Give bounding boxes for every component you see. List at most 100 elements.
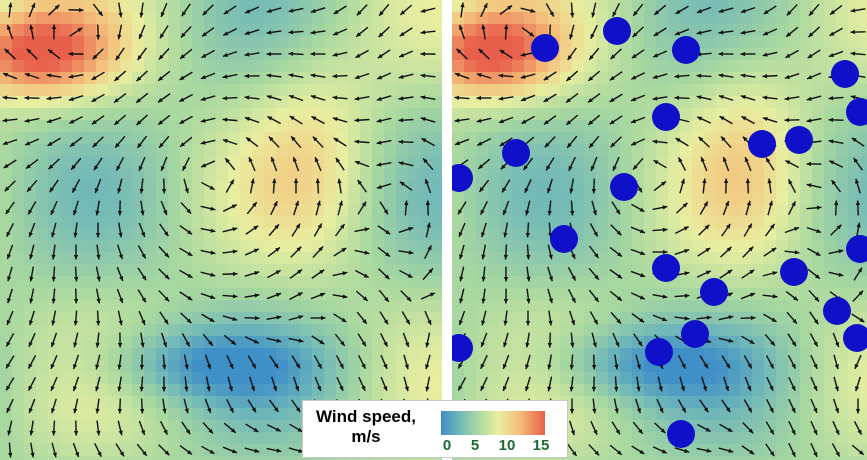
speed-cell bbox=[692, 192, 705, 205]
wind-arrow-head bbox=[2, 95, 8, 100]
speed-cell bbox=[300, 60, 313, 73]
wind-arrow-head bbox=[570, 342, 575, 348]
wind-arrow-head bbox=[631, 53, 637, 59]
speed-cell bbox=[800, 420, 813, 433]
speed-cell bbox=[108, 432, 121, 445]
speed-cell bbox=[432, 276, 442, 289]
speed-cell bbox=[776, 348, 789, 361]
speed-cell bbox=[560, 108, 573, 121]
wind-arrow-head bbox=[747, 407, 752, 413]
wind-speed-legend: Wind speed, m/s 0 5 10 15 bbox=[302, 400, 568, 458]
speed-cell bbox=[216, 360, 229, 373]
speed-cell bbox=[764, 96, 777, 109]
speed-cell bbox=[464, 288, 477, 301]
wind-arrow-head bbox=[162, 342, 168, 348]
speed-cell bbox=[632, 456, 645, 460]
wind-arrow-head bbox=[52, 452, 57, 458]
speed-cell bbox=[288, 36, 301, 49]
speed-cell bbox=[764, 0, 777, 13]
speed-cell bbox=[740, 240, 753, 253]
speed-cell bbox=[824, 252, 837, 265]
speed-cell bbox=[432, 120, 442, 133]
speed-cell bbox=[288, 384, 301, 397]
wind-arrow-head bbox=[232, 271, 238, 277]
station-marker bbox=[785, 126, 813, 154]
speed-cell bbox=[108, 252, 121, 265]
speed-cell bbox=[596, 96, 609, 109]
speed-cell bbox=[216, 12, 229, 25]
wind-arrow-head bbox=[159, 142, 164, 148]
speed-cell bbox=[372, 108, 385, 121]
speed-cell bbox=[776, 168, 789, 181]
speed-cell bbox=[488, 240, 501, 253]
wind-arrow-head bbox=[454, 141, 460, 146]
speed-cell bbox=[156, 216, 169, 229]
speed-cell bbox=[96, 60, 109, 73]
wind-arrow-head bbox=[158, 54, 164, 60]
speed-cell bbox=[752, 96, 765, 109]
wind-arrow-head bbox=[4, 48, 10, 54]
speed-cell bbox=[396, 252, 409, 265]
speed-cell bbox=[848, 144, 861, 157]
speed-cell bbox=[408, 72, 421, 85]
speed-cell bbox=[776, 120, 789, 133]
speed-cell bbox=[584, 432, 597, 445]
speed-cell bbox=[524, 108, 537, 121]
speed-cell bbox=[560, 276, 573, 289]
speed-cell bbox=[36, 228, 49, 241]
speed-cell bbox=[84, 36, 97, 49]
wind-arrow-head bbox=[792, 318, 797, 324]
speed-cell bbox=[216, 408, 229, 421]
speed-cell bbox=[752, 12, 765, 25]
wind-arrow-head bbox=[408, 250, 414, 255]
speed-cell bbox=[848, 204, 861, 217]
speed-cell bbox=[240, 108, 253, 121]
speed-cell bbox=[432, 144, 442, 157]
speed-cell bbox=[288, 276, 301, 289]
wind-arrow-head bbox=[398, 118, 404, 123]
speed-cell bbox=[704, 84, 717, 97]
speed-cell bbox=[348, 348, 361, 361]
speed-cell bbox=[240, 144, 253, 157]
speed-cell bbox=[60, 228, 73, 241]
wind-arrow-head bbox=[567, 142, 572, 148]
speed-cell bbox=[788, 456, 801, 460]
speed-cell bbox=[324, 360, 337, 373]
speed-cell bbox=[632, 432, 645, 445]
speed-cell bbox=[372, 216, 385, 229]
speed-cell bbox=[300, 264, 313, 277]
speed-cell bbox=[180, 168, 193, 181]
speed-cell bbox=[608, 360, 621, 373]
speed-cell bbox=[252, 12, 265, 25]
speed-cell bbox=[108, 144, 121, 157]
speed-cell bbox=[240, 456, 253, 460]
speed-cell bbox=[704, 120, 717, 133]
wind-arrow-head bbox=[383, 385, 388, 391]
speed-cell bbox=[396, 168, 409, 181]
speed-cell bbox=[728, 84, 741, 97]
wind-arrow-head bbox=[502, 210, 507, 216]
wind-arrow-head bbox=[481, 320, 486, 326]
speed-cell bbox=[144, 396, 157, 409]
speed-cell bbox=[860, 384, 867, 397]
speed-cell bbox=[252, 180, 265, 193]
speed-cell bbox=[72, 456, 85, 460]
wind-arrow-head bbox=[529, 32, 535, 37]
wind-arrow-head bbox=[408, 227, 414, 232]
wind-arrow-head bbox=[73, 408, 78, 414]
speed-cell bbox=[752, 0, 765, 13]
speed-cell bbox=[12, 336, 25, 349]
speed-cell bbox=[240, 216, 253, 229]
speed-cell bbox=[312, 252, 325, 265]
speed-cell bbox=[60, 156, 73, 169]
speed-cell bbox=[192, 240, 205, 253]
speed-cell bbox=[156, 264, 169, 277]
speed-cell bbox=[668, 228, 681, 241]
speed-cell bbox=[312, 360, 325, 373]
speed-cell bbox=[312, 192, 325, 205]
speed-cell bbox=[12, 180, 25, 193]
speed-cell bbox=[240, 420, 253, 433]
speed-cell bbox=[120, 216, 133, 229]
speed-cell bbox=[560, 348, 573, 361]
wind-arrow-head bbox=[398, 96, 404, 101]
